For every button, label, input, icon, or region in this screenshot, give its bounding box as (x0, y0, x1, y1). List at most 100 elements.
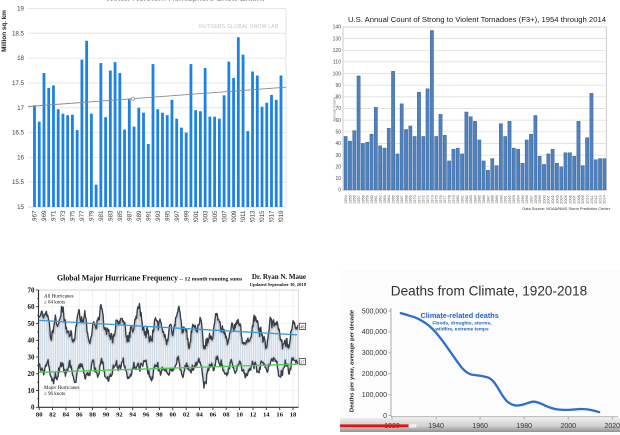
svg-text:RUTGERS GLOBAL SNOW LAB: RUTGERS GLOBAL SNOW LAB (199, 24, 279, 30)
svg-text:1979: 1979 (89, 210, 96, 224)
svg-text:1958: 1958 (361, 195, 365, 203)
svg-text:50: 50 (335, 130, 341, 136)
svg-text:2008: 2008 (577, 195, 581, 203)
svg-text:1963: 1963 (383, 195, 387, 203)
svg-text:2005: 2005 (564, 195, 568, 203)
svg-text:15: 15 (17, 204, 24, 211)
svg-text:300,000: 300,000 (362, 350, 387, 357)
svg-text:27: 27 (300, 360, 304, 365)
svg-text:10: 10 (236, 412, 243, 419)
svg-text:1975: 1975 (435, 195, 439, 203)
svg-text:1981: 1981 (98, 210, 105, 224)
svg-text:2005: 2005 (212, 210, 219, 224)
svg-text:130: 130 (333, 36, 342, 42)
svg-text:90: 90 (103, 412, 110, 419)
svg-text:08: 08 (223, 412, 230, 419)
svg-text:1989: 1989 (136, 210, 143, 224)
svg-text:Deaths per year, average per d: Deaths per year, average per decade (350, 309, 356, 412)
svg-text:≥ 96 knots: ≥ 96 knots (44, 392, 65, 397)
svg-text:0: 0 (31, 404, 35, 412)
svg-text:Major Hurricanes: Major Hurricanes (44, 386, 79, 391)
svg-text:1964: 1964 (387, 195, 391, 203)
svg-text:1967: 1967 (400, 195, 404, 203)
svg-text:12: 12 (250, 412, 257, 419)
svg-text:1993: 1993 (155, 210, 162, 224)
svg-text:92: 92 (116, 412, 123, 419)
svg-text:2011: 2011 (590, 195, 594, 203)
svg-text:04: 04 (196, 412, 203, 419)
svg-text:1970: 1970 (413, 195, 417, 203)
svg-text:40: 40 (335, 141, 341, 147)
svg-text:94: 94 (129, 412, 136, 419)
svg-text:1961: 1961 (374, 195, 378, 203)
svg-text:1983: 1983 (108, 210, 115, 224)
svg-text:1956: 1956 (353, 195, 357, 203)
svg-text:2003: 2003 (202, 210, 209, 224)
svg-text:82: 82 (49, 412, 56, 419)
svg-text:96: 96 (143, 412, 150, 419)
svg-text:1996: 1996 (525, 195, 529, 203)
svg-text:Climate-related deaths: Climate-related deaths (421, 311, 499, 320)
svg-text:1990: 1990 (499, 195, 503, 203)
svg-text:1974: 1974 (430, 195, 434, 203)
svg-text:2013: 2013 (598, 195, 602, 203)
svg-text:1977: 1977 (79, 210, 86, 224)
svg-text:2019: 2019 (278, 210, 285, 224)
svg-text:40: 40 (28, 337, 36, 345)
svg-text:1955: 1955 (348, 195, 352, 203)
svg-text:1980: 1980 (456, 195, 460, 203)
svg-text:1980: 1980 (516, 423, 532, 430)
svg-text:2001: 2001 (547, 195, 551, 203)
svg-text:2007: 2007 (573, 195, 577, 203)
svg-text:2012: 2012 (594, 195, 598, 203)
svg-text:1997: 1997 (174, 210, 181, 224)
svg-text:Updated September 30, 2018: Updated September 30, 2018 (250, 282, 307, 287)
svg-text:20: 20 (28, 370, 36, 378)
svg-text:2020: 2020 (605, 423, 620, 430)
svg-text:1967: 1967 (32, 210, 39, 224)
svg-text:1992: 1992 (508, 195, 512, 203)
svg-text:2000: 2000 (561, 423, 577, 430)
svg-text:Deaths from Climate, 1920-2018: Deaths from Climate, 1920-2018 (391, 284, 587, 299)
svg-text:1985: 1985 (117, 210, 124, 224)
svg-text:1999: 1999 (538, 195, 542, 203)
svg-text:400,000: 400,000 (362, 329, 387, 336)
svg-text:1981: 1981 (460, 195, 464, 203)
svg-text:30: 30 (335, 153, 341, 159)
svg-text:19: 19 (17, 6, 24, 13)
svg-text:Winter Northern Hemisphere Sno: Winter Northern Hemisphere Snow Extent (106, 0, 265, 3)
svg-text:1971: 1971 (417, 195, 421, 203)
svg-text:1940: 1940 (428, 423, 444, 430)
svg-text:15.5: 15.5 (12, 179, 25, 186)
svg-text:70: 70 (28, 286, 36, 294)
svg-text:2011: 2011 (240, 210, 247, 224)
svg-text:1987: 1987 (486, 195, 490, 203)
svg-text:50: 50 (28, 320, 36, 328)
svg-text:0: 0 (338, 188, 341, 194)
svg-text:1991: 1991 (145, 210, 152, 224)
svg-text:110: 110 (333, 60, 341, 66)
svg-text:140: 140 (333, 25, 342, 31)
svg-text:80: 80 (36, 412, 43, 419)
svg-text:86: 86 (76, 412, 83, 419)
svg-text:Million sq. km: Million sq. km (1, 10, 8, 52)
svg-text:18.5: 18.5 (12, 30, 25, 37)
svg-text:200,000: 200,000 (362, 371, 387, 378)
svg-text:1972: 1972 (422, 195, 426, 203)
svg-text:1995: 1995 (164, 210, 171, 224)
svg-text:Data Source: NOAA/NWS Storm Pr: Data Source: NOAA/NWS Storm Prediction C… (522, 206, 610, 211)
svg-text:1988: 1988 (491, 195, 495, 203)
svg-text:18: 18 (17, 55, 24, 62)
svg-text:80: 80 (335, 95, 341, 101)
svg-text:100,000: 100,000 (362, 392, 387, 399)
svg-text:1973: 1973 (426, 195, 430, 203)
svg-text:60: 60 (28, 303, 36, 311)
svg-text:Dr. Ryan N. Maue: Dr. Ryan N. Maue (252, 273, 306, 281)
svg-text:1962: 1962 (379, 195, 383, 203)
svg-text:1989: 1989 (495, 195, 499, 203)
svg-text:1966: 1966 (396, 195, 400, 203)
svg-text:1960: 1960 (472, 423, 488, 430)
svg-text:2009: 2009 (581, 195, 585, 203)
svg-text:10: 10 (335, 176, 341, 182)
svg-text:2007: 2007 (221, 210, 228, 224)
